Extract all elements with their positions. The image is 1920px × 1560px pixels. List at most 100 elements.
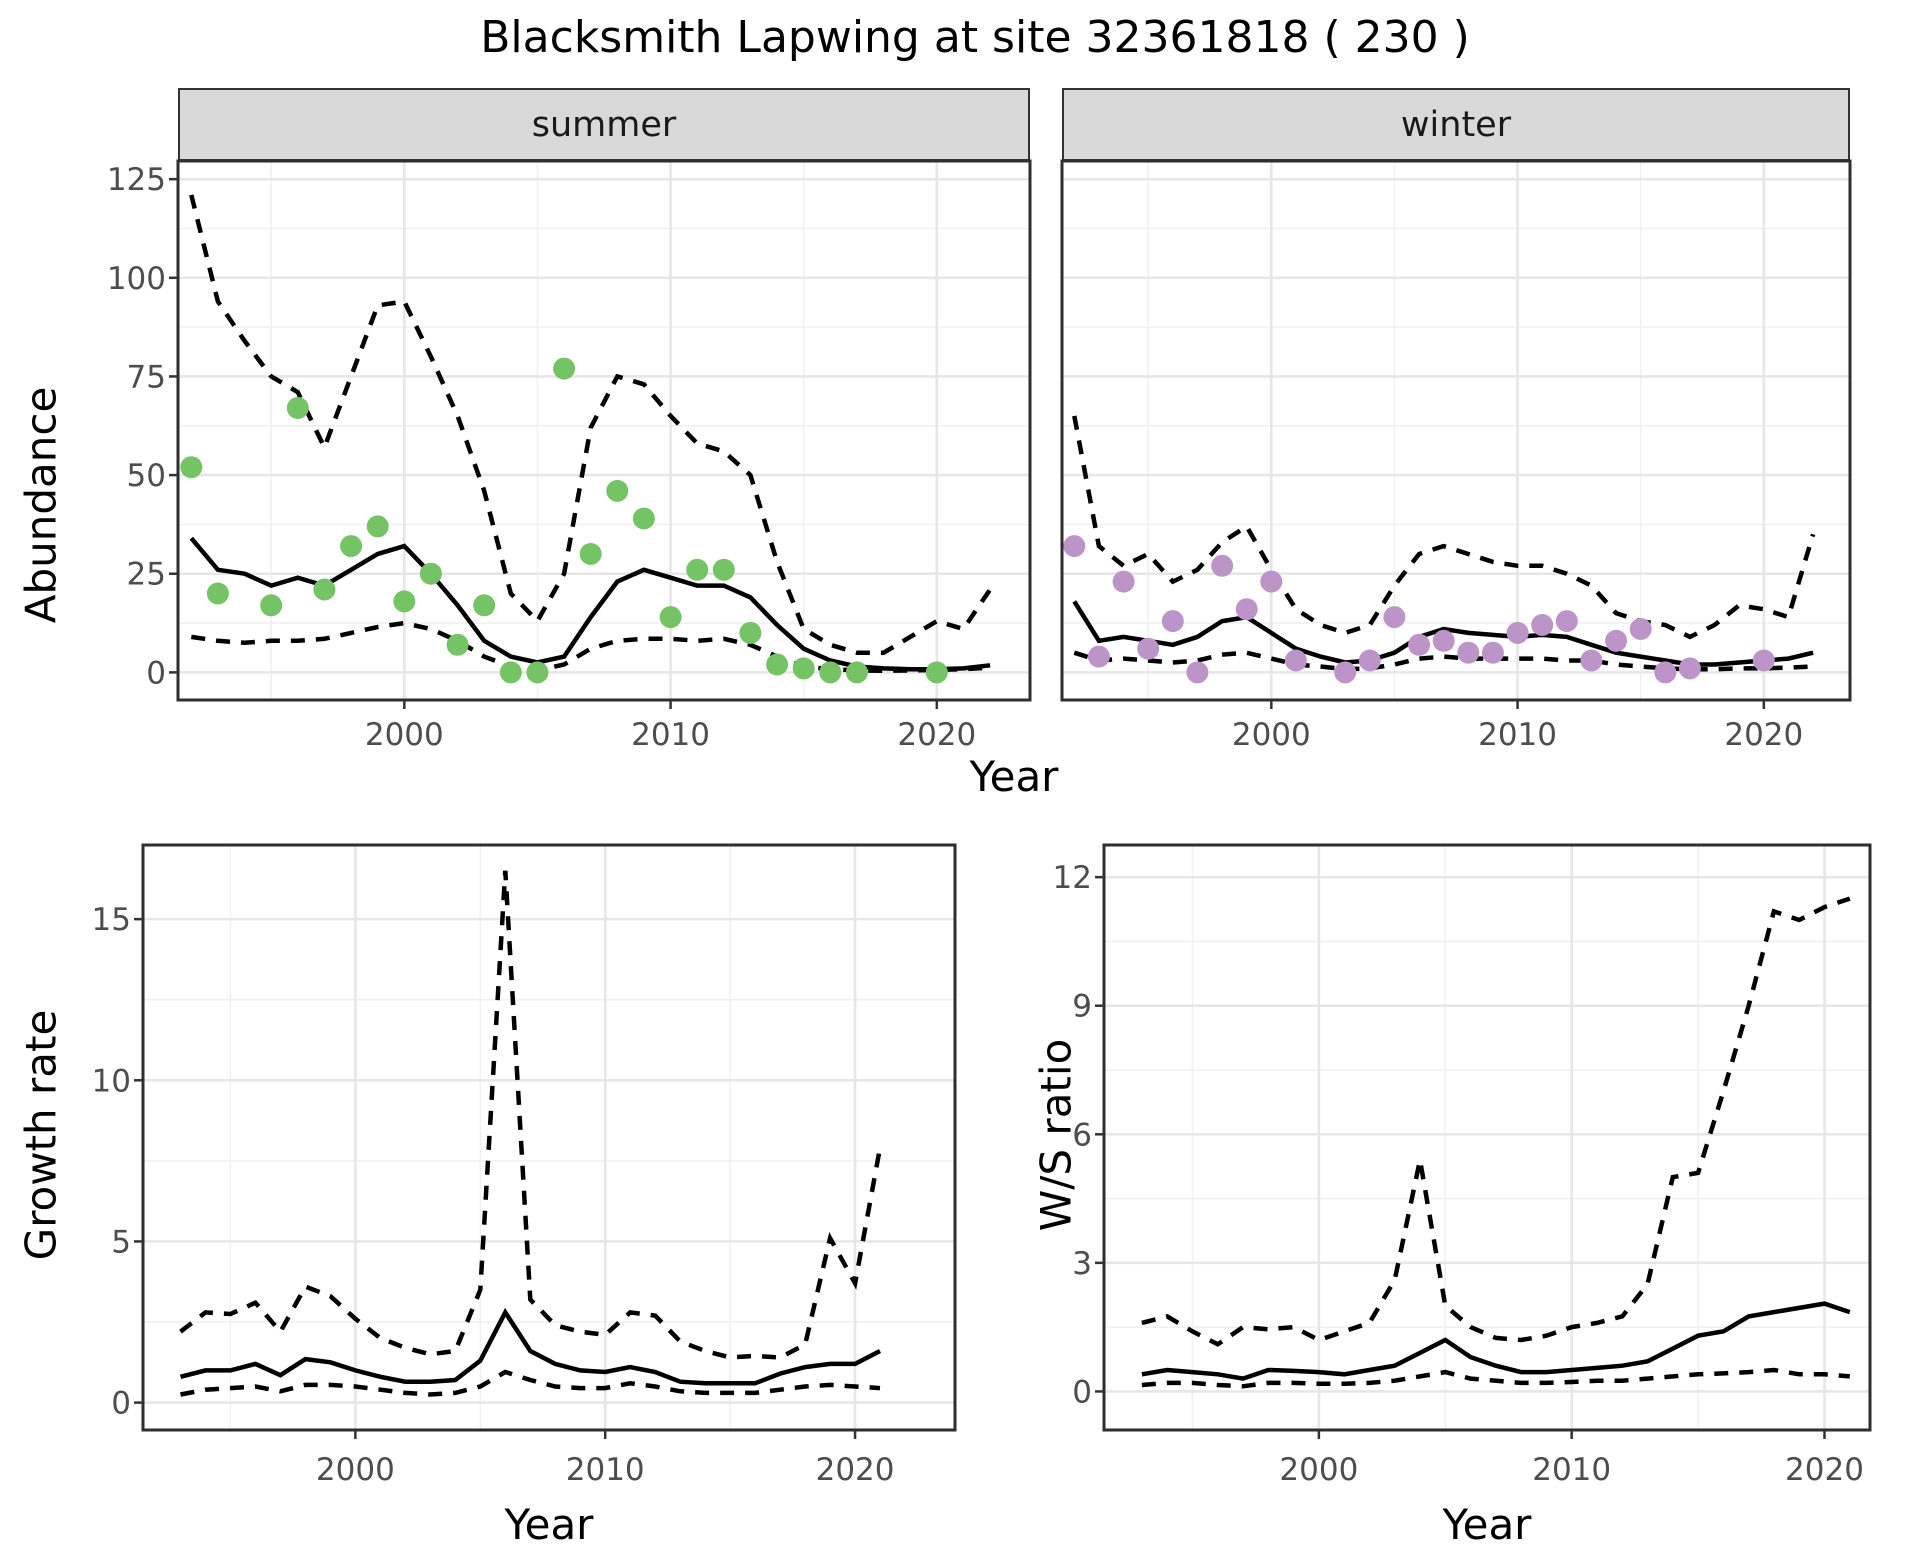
data-point: [739, 621, 762, 644]
data-point: [260, 594, 283, 617]
y-tick-label: 12: [1053, 860, 1092, 896]
data-point: [1137, 637, 1160, 660]
chart-title: Blacksmith Lapwing at site 32361818 ( 23…: [480, 12, 1470, 63]
data-point: [845, 661, 868, 684]
data-point: [366, 515, 389, 538]
x-axis-title-top: Year: [969, 752, 1059, 801]
panel-border: [1102, 843, 1872, 1432]
facet-strip-summer: summer: [178, 88, 1030, 161]
data-point: [1678, 657, 1701, 680]
data-point: [925, 661, 948, 684]
series-lower_ci: [190, 620, 991, 674]
data-point: [1112, 570, 1135, 593]
series-fit: [1141, 1301, 1851, 1381]
data-point: [446, 633, 469, 656]
data-point: [1211, 554, 1234, 577]
data-point: [1186, 661, 1209, 684]
data-point: [766, 653, 789, 676]
series-upper_ci: [189, 194, 992, 655]
data-point: [632, 507, 655, 530]
data-point: [180, 456, 203, 479]
data-point: [712, 558, 735, 581]
y-tick-label: 10: [92, 1063, 131, 1099]
panel-border: [141, 843, 957, 1432]
y-tick-label: 0: [111, 1386, 131, 1422]
data-point: [1063, 535, 1086, 558]
y-tick-label: 6: [1072, 1117, 1092, 1153]
series-fit: [179, 1307, 882, 1386]
data-point: [1087, 645, 1110, 668]
y-tick-label: 125: [107, 162, 166, 198]
data-point: [686, 558, 709, 581]
points-observed-summer: [180, 357, 948, 684]
y-tick-label: 50: [127, 458, 166, 494]
y-tick-label: 25: [127, 557, 166, 593]
data-point: [1555, 610, 1578, 633]
data-point: [1481, 641, 1504, 664]
data-point: [526, 661, 549, 684]
panel-border: [176, 159, 1032, 702]
x-tick-label: 2020: [816, 1452, 895, 1488]
data-point: [1629, 618, 1652, 640]
y-tick-label: 9: [1072, 989, 1092, 1025]
y-tick-label: 0: [146, 655, 166, 691]
facet-strip-summer-label: summer: [531, 104, 677, 145]
points-observed-winter: [1063, 535, 1775, 684]
panel-border: [1060, 159, 1852, 702]
data-point: [1506, 621, 1529, 644]
data-point: [792, 657, 815, 680]
x-tick-label: 2010: [566, 1452, 645, 1488]
data-point: [1383, 606, 1406, 629]
data-point: [1580, 649, 1603, 672]
y-tick-label: 3: [1072, 1246, 1092, 1282]
data-point: [1752, 649, 1775, 672]
series-upper_ci: [1141, 896, 1851, 1347]
x-tick-label: 2010: [631, 717, 710, 753]
data-point: [1654, 661, 1677, 684]
panel-abundance-winter: 2000 2010 2020: [1060, 159, 1852, 753]
x-axis-title-ws: Year: [1442, 1500, 1532, 1549]
data-point: [1260, 570, 1283, 593]
data-point: [1284, 649, 1307, 672]
data-point: [206, 582, 229, 605]
series-upper_ci: [179, 870, 883, 1360]
x-tick-label: 2020: [897, 717, 976, 753]
panel-ws-ratio: 2000 2010 2020 0 3 6 9 12: [1053, 843, 1872, 1488]
data-point: [313, 578, 336, 601]
data-point: [499, 661, 522, 684]
y-tick-label: 0: [1072, 1374, 1092, 1410]
x-axis-title-growth: Year: [504, 1500, 594, 1549]
data-point: [606, 479, 629, 502]
data-point: [1531, 614, 1554, 636]
data-point: [1457, 641, 1480, 664]
x-tick-label: 2020: [1785, 1452, 1864, 1488]
x-tick-label: 2020: [1724, 717, 1803, 753]
panel-growth-rate: 2000 2010 2020 0 5 10 15: [92, 843, 957, 1488]
data-point: [340, 535, 363, 558]
x-tick-label: 2010: [1478, 717, 1557, 753]
x-tick-label: 2000: [1232, 717, 1311, 753]
facet-strip-winter: winter: [1062, 88, 1850, 161]
data-point: [1235, 598, 1258, 621]
series-lower_ci: [1141, 1367, 1850, 1389]
series-upper_ci: [1072, 415, 1816, 640]
y-tick-label: 100: [107, 261, 166, 297]
data-point: [473, 594, 496, 617]
data-point: [1334, 661, 1357, 684]
data-point: [1605, 629, 1628, 652]
data-point: [1358, 649, 1381, 672]
data-point: [553, 357, 576, 380]
y-tick-label: 15: [92, 902, 131, 938]
y-tick-label: 75: [127, 359, 166, 395]
data-point: [1161, 610, 1184, 633]
x-tick-label: 2010: [1532, 1452, 1611, 1488]
data-point: [419, 562, 442, 585]
data-point: [659, 606, 682, 629]
data-point: [286, 397, 309, 419]
series-lower_ci: [180, 1369, 881, 1397]
x-tick-label: 2000: [316, 1452, 395, 1488]
data-point: [393, 590, 416, 613]
data-point: [1408, 633, 1431, 656]
